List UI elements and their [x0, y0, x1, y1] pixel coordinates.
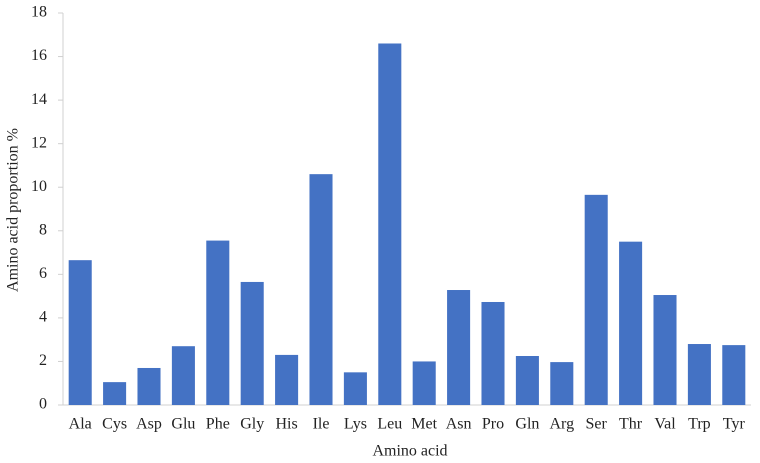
- y-tick-label: 0: [39, 396, 47, 413]
- y-tick-label: 2: [39, 352, 47, 369]
- x-tick-label: Ser: [586, 416, 608, 433]
- x-tick-label: Pro: [482, 416, 504, 433]
- x-tick-label: Val: [654, 416, 676, 433]
- bar: [515, 356, 539, 405]
- bar: [378, 43, 402, 405]
- x-tick-label: Tyr: [723, 416, 746, 433]
- bar: [687, 344, 711, 405]
- bar: [137, 367, 161, 405]
- bar: [275, 354, 299, 405]
- y-tick-label: 6: [39, 265, 47, 282]
- x-axis-label: Amino acid: [372, 443, 447, 460]
- x-tick-label: Trp: [688, 416, 711, 433]
- x-tick-label: His: [275, 416, 297, 433]
- x-tick-label: Ala: [69, 416, 92, 433]
- y-tick-label: 4: [39, 309, 47, 326]
- bar: [447, 290, 471, 405]
- x-tick-label: Phe: [206, 416, 230, 433]
- x-tick-label: Asp: [136, 416, 162, 433]
- x-tick-label: Gln: [515, 416, 539, 433]
- x-tick-label: Ile: [313, 416, 330, 433]
- bar: [722, 345, 746, 405]
- y-tick-label: 12: [31, 134, 47, 151]
- y-axis-label: Amino acid proportion %: [5, 128, 22, 292]
- bar: [171, 346, 195, 405]
- x-tick-label: Arg: [550, 416, 575, 433]
- x-tick-label: Met: [411, 416, 437, 433]
- bar: [481, 301, 505, 405]
- bar: [619, 241, 643, 405]
- bar: [206, 240, 230, 405]
- bar: [653, 295, 677, 405]
- bar: [240, 281, 264, 405]
- y-tick-label: 10: [31, 178, 47, 195]
- y-tick-label: 18: [31, 4, 47, 21]
- bar: [412, 361, 436, 405]
- bar: [343, 372, 367, 405]
- x-tick-label: Leu: [377, 416, 402, 433]
- x-tick-label: Cys: [102, 416, 127, 433]
- y-tick-label: 16: [31, 47, 47, 64]
- x-tick-label: Asn: [446, 416, 472, 433]
- bar: [309, 174, 333, 405]
- bar: [103, 382, 127, 405]
- x-tick-label: Gly: [240, 416, 264, 433]
- bar: [584, 194, 608, 405]
- x-tick-label: Thr: [619, 416, 643, 433]
- y-tick-label: 14: [31, 91, 47, 108]
- bar: [550, 362, 574, 405]
- bar: [68, 260, 92, 405]
- x-tick-label: Lys: [344, 416, 367, 433]
- x-tick-label: Glu: [171, 416, 195, 433]
- y-tick-label: 8: [39, 221, 47, 238]
